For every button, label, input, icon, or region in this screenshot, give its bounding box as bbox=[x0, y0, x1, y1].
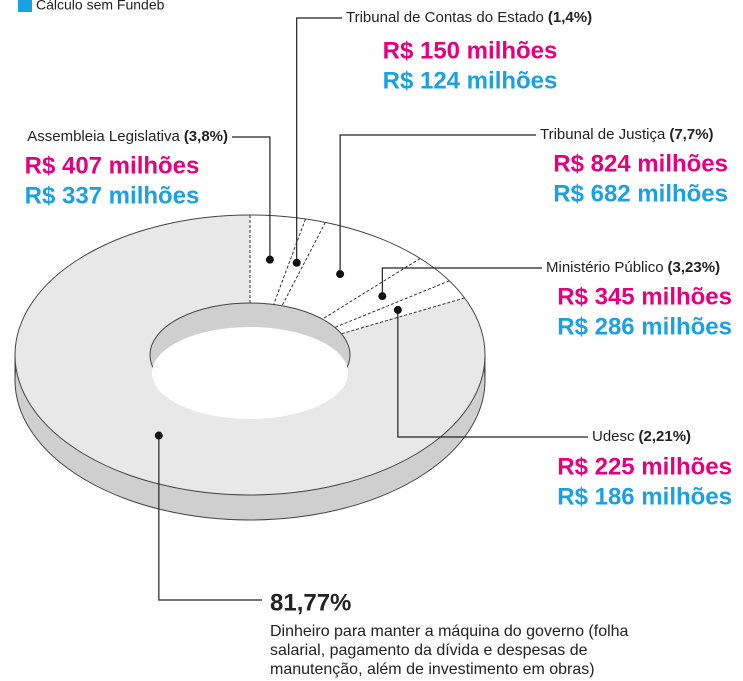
slice-separator bbox=[341, 297, 465, 335]
amount-sem-fundeb: R$ 124 milhões bbox=[383, 67, 558, 94]
slice-separator bbox=[273, 218, 306, 305]
amount-sem-fundeb: R$ 186 milhões bbox=[557, 483, 732, 510]
leader-line bbox=[397, 309, 588, 438]
leader-line bbox=[232, 136, 271, 260]
description: manutenção, além de investimento em obra… bbox=[270, 661, 595, 678]
donut-slice bbox=[250, 215, 306, 305]
leader-dot bbox=[265, 255, 274, 264]
slice-label: Tribunal de Contas do Estado (1,4%) bbox=[346, 9, 592, 26]
slice-name: Tribunal de Justiça bbox=[540, 126, 666, 143]
amount-com-fundeb: R$ 407 milhões bbox=[25, 152, 200, 179]
slice-percent: (7,7%) bbox=[669, 126, 713, 143]
leader-dot bbox=[393, 305, 402, 314]
leader-dot bbox=[378, 292, 387, 301]
donut-hole bbox=[152, 327, 348, 419]
description: salarial, pagamento da dívida e despesas… bbox=[270, 642, 588, 659]
slice-name: Ministério Público bbox=[546, 259, 664, 276]
donut-slice bbox=[322, 258, 450, 328]
leader-dot bbox=[292, 258, 301, 267]
donut-slice bbox=[282, 222, 421, 320]
amount-com-fundeb: R$ 225 milhões bbox=[557, 453, 732, 480]
slice-label: Tribunal de Justiça (7,7%) bbox=[540, 126, 714, 143]
slice-percent: (3,23%) bbox=[668, 259, 721, 276]
legend-label: Cálculo sem Fundeb bbox=[36, 0, 165, 13]
leader-line bbox=[296, 17, 342, 263]
slice-label: Udesc (2,21%) bbox=[592, 428, 691, 445]
slice-label: Ministério Público (3,23%) bbox=[546, 259, 720, 276]
amount-sem-fundeb: R$ 337 milhões bbox=[25, 182, 200, 209]
slice-separator bbox=[281, 222, 326, 306]
amount-com-fundeb: R$ 150 milhões bbox=[383, 37, 558, 64]
donut-outline bbox=[14, 214, 486, 496]
slice-name: Assembleia Legislativa bbox=[27, 128, 180, 145]
description: Dinheiro para manter a máquina do govern… bbox=[270, 623, 629, 640]
leader-line bbox=[158, 435, 262, 601]
slice-percent: (1,4%) bbox=[548, 9, 592, 26]
leader-line bbox=[381, 267, 542, 297]
amount-com-fundeb: R$ 345 milhões bbox=[557, 283, 732, 310]
slice-separator bbox=[322, 258, 421, 320]
slice-name: Tribunal de Contas do Estado bbox=[346, 9, 544, 26]
slice-label: Assembleia Legislativa (3,8%) bbox=[27, 128, 228, 145]
legend-swatch bbox=[18, 0, 32, 12]
leader-dot bbox=[336, 270, 345, 279]
amount-sem-fundeb: R$ 682 milhões bbox=[553, 180, 728, 207]
slice-name: Udesc bbox=[592, 428, 635, 445]
amount-sem-fundeb: R$ 286 milhões bbox=[557, 313, 732, 340]
slice-separator bbox=[334, 280, 450, 328]
slice-percent: (2,21%) bbox=[639, 428, 692, 445]
donut-slice bbox=[14, 215, 485, 496]
amount-com-fundeb: R$ 824 milhões bbox=[553, 150, 728, 177]
leader-dot bbox=[154, 431, 163, 440]
leader-line bbox=[339, 134, 536, 275]
slice-percent: (3,8%) bbox=[184, 128, 228, 145]
main-percent: 81,77% bbox=[270, 589, 351, 616]
